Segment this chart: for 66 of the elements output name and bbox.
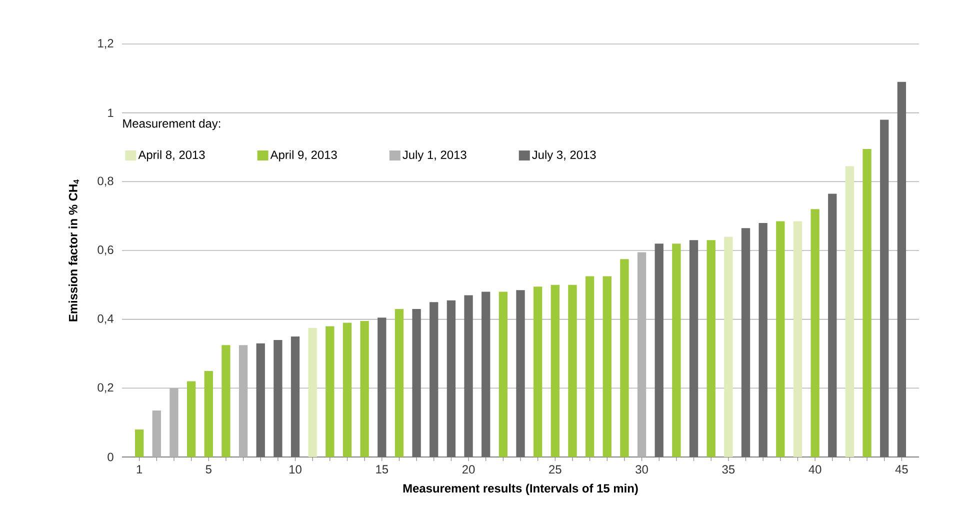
bar bbox=[534, 286, 542, 457]
y-tick-label: 0,4 bbox=[98, 314, 114, 324]
y-tick-label: 0,6 bbox=[98, 246, 114, 256]
bar bbox=[308, 328, 317, 457]
legend-label: April 9, 2013 bbox=[270, 150, 337, 162]
bar bbox=[342, 322, 352, 457]
bar bbox=[862, 148, 872, 457]
bar bbox=[446, 300, 456, 457]
x-tick-label: 20 bbox=[462, 465, 475, 474]
bar bbox=[152, 410, 161, 457]
bar bbox=[290, 336, 300, 457]
bar bbox=[724, 236, 733, 457]
bar bbox=[394, 308, 404, 457]
bar bbox=[897, 82, 906, 457]
bar bbox=[810, 209, 820, 457]
x-tick-label: 35 bbox=[722, 465, 735, 474]
bar bbox=[706, 240, 716, 457]
bar bbox=[360, 321, 369, 457]
y-tick-label: 0 bbox=[108, 452, 114, 462]
x-axis-title: Measurement results (Intervals of 15 min) bbox=[403, 484, 638, 495]
x-tick-label: 40 bbox=[808, 465, 822, 474]
bar bbox=[620, 259, 629, 457]
bar bbox=[378, 318, 386, 457]
x-tick-label: 25 bbox=[549, 465, 562, 474]
bar bbox=[568, 284, 577, 457]
x-tick-label: 30 bbox=[636, 465, 648, 474]
bar bbox=[602, 276, 612, 457]
bar bbox=[135, 429, 144, 457]
legend-label: April 8, 2013 bbox=[138, 150, 205, 162]
x-tick-label: 15 bbox=[376, 465, 388, 474]
x-tick-label: 5 bbox=[206, 465, 212, 474]
x-tick-label: 10 bbox=[290, 465, 302, 474]
bar bbox=[516, 290, 525, 457]
bar bbox=[412, 308, 421, 457]
bar bbox=[498, 292, 508, 457]
x-tick-label: 45 bbox=[895, 465, 908, 474]
bar bbox=[845, 166, 854, 457]
bar bbox=[204, 370, 213, 457]
x-tick-label: 1 bbox=[136, 465, 142, 474]
bar bbox=[430, 302, 438, 457]
bar bbox=[326, 326, 334, 457]
bar bbox=[880, 120, 889, 457]
bar bbox=[741, 228, 750, 457]
bar bbox=[186, 381, 196, 457]
y-axis-title: Emission factor in % CH$_{4}$ bbox=[68, 179, 80, 322]
bar bbox=[585, 276, 594, 457]
y-tick-label: 1,2 bbox=[98, 39, 114, 49]
legend-title: Measurement day: bbox=[123, 118, 220, 130]
y-tick-label: 1 bbox=[108, 108, 114, 117]
bar bbox=[482, 292, 490, 457]
bar bbox=[758, 222, 768, 457]
bar bbox=[828, 194, 837, 457]
bar bbox=[550, 284, 560, 457]
y-tick-label: 0,2 bbox=[98, 383, 114, 394]
bar bbox=[464, 295, 473, 457]
y-tick-label: 0,8 bbox=[98, 176, 114, 187]
bar bbox=[793, 221, 802, 457]
bar bbox=[689, 240, 698, 457]
bar bbox=[672, 244, 681, 457]
bar bbox=[222, 345, 230, 457]
bar bbox=[274, 340, 282, 457]
bar bbox=[654, 244, 664, 457]
legend-label: July 1, 2013 bbox=[402, 150, 466, 162]
legend-label: July 3, 2013 bbox=[532, 150, 596, 162]
bar bbox=[256, 343, 265, 457]
bar bbox=[776, 221, 785, 457]
